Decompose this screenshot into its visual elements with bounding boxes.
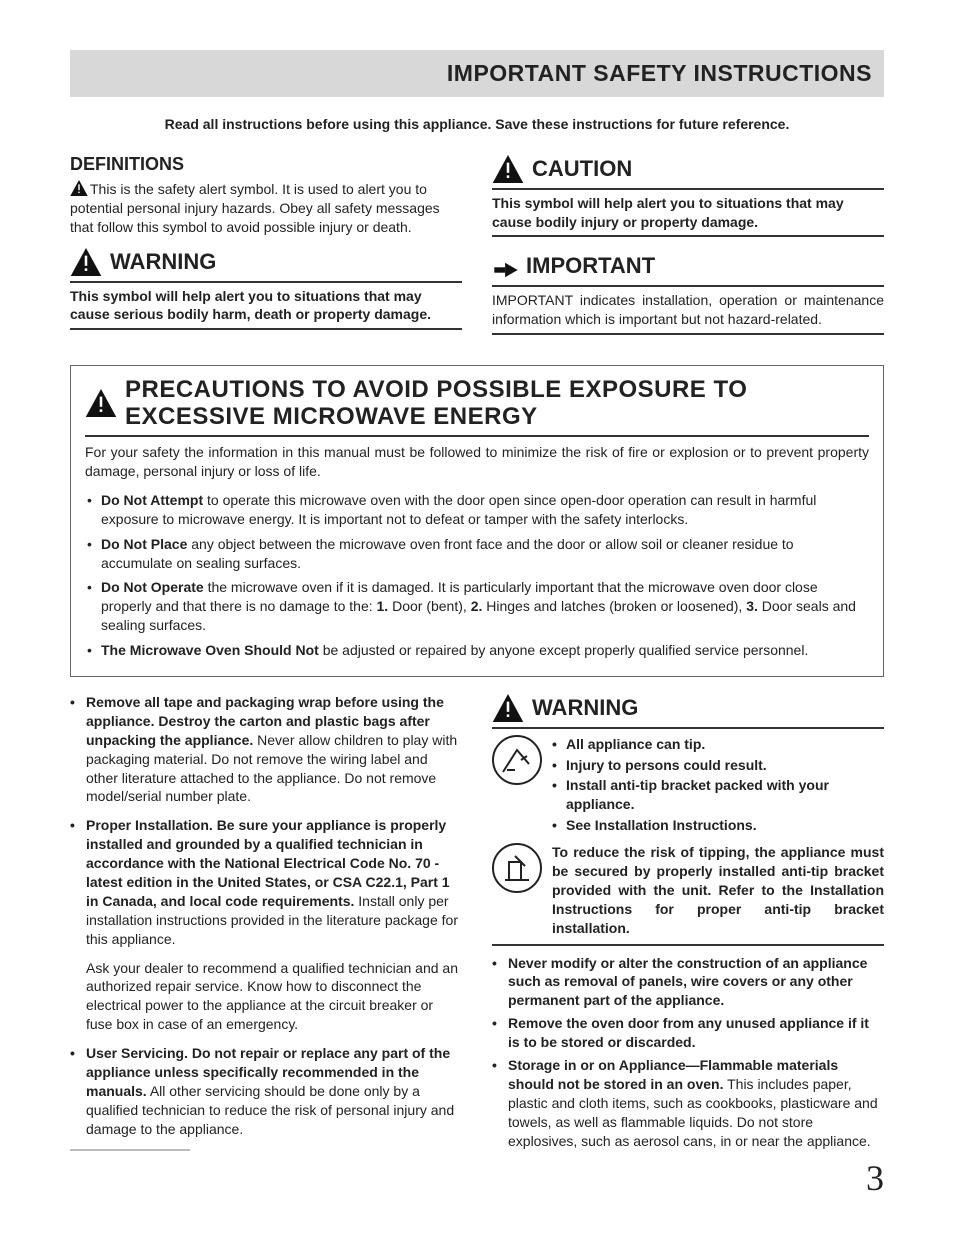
list-item: Never modify or alter the construction o… [492,954,884,1011]
warning-def-text: This symbol will help alert you to situa… [70,287,462,325]
list-item: Do Not Place any object between the micr… [85,535,869,573]
divider [492,285,884,287]
precautions-intro: For your safety the information in this … [85,443,869,481]
divider [492,235,884,237]
list-item: Remove all tape and packaging wrap befor… [70,693,462,806]
dealer-paragraph: Ask your dealer to recommend a qualified… [70,959,462,1035]
list-item: Injury to persons could result. [552,756,884,775]
divider [70,281,462,283]
warning-label: WARNING [110,247,216,277]
list-item: Proper Installation. Be sure your applia… [70,816,462,948]
precautions-title: PRECAUTIONS TO AVOID POSSIBLE EXPOSURE T… [125,376,747,431]
divider [70,1149,190,1151]
list-item: Do Not Attempt to operate this microwave… [85,491,869,529]
anti-tip-text: To reduce the risk of tipping, the appli… [552,843,884,937]
list-item: Storage in or on Appliance—Flammable mat… [492,1056,884,1150]
alert-triangle-icon [492,155,524,183]
left-body-list-2: User Servicing. Do not repair or replace… [70,1044,462,1138]
page-number: 3 [492,1154,884,1203]
warning-callout-header: WARNING [492,693,884,723]
anti-tip-row-2: To reduce the risk of tipping, the appli… [492,843,884,937]
divider [492,188,884,190]
list-item: Install anti-tip bracket packed with you… [552,776,884,814]
caution-callout-header: CAUTION [492,154,884,184]
anti-tip-row-1: All appliance can tip. Injury to persons… [492,735,884,837]
alert-triangle-icon [70,180,88,196]
definitions-text: This is the safety alert symbol. It is u… [70,180,462,237]
header-title: IMPORTANT SAFETY INSTRUCTIONS [447,60,872,86]
precautions-list: Do Not Attempt to operate this microwave… [85,491,869,660]
left-body-list: Remove all tape and packaging wrap befor… [70,693,462,949]
anti-tip-install-icon [492,735,542,785]
important-callout-header: IMPORTANT [492,251,884,281]
lower-columns: Remove all tape and packaging wrap befor… [70,693,884,1203]
caution-def-text: This symbol will help alert you to situa… [492,194,884,232]
list-item: See Installation Instructions. [552,816,884,835]
divider [492,333,884,335]
alert-triangle-icon [70,248,102,276]
right-body-list: Never modify or alter the construction o… [492,954,884,1151]
anti-tip-bullets: All appliance can tip. Injury to persons… [552,735,884,837]
divider [492,727,884,729]
warning-label: WARNING [532,693,638,723]
list-item: Do Not Operate the microwave oven if it … [85,578,869,635]
important-label: IMPORTANT [526,251,655,281]
anti-tip-warning-icon [492,843,542,893]
page-header: IMPORTANT SAFETY INSTRUCTIONS [70,50,884,97]
alert-triangle-icon [85,389,117,417]
list-item: Remove the oven door from any unused app… [492,1014,884,1052]
list-item: The Microwave Oven Should Not be adjuste… [85,641,869,660]
list-item: User Servicing. Do not repair or replace… [70,1044,462,1138]
arrow-right-icon [492,257,520,275]
caution-label: CAUTION [532,154,632,184]
divider [492,944,884,946]
important-def-text: IMPORTANT indicates installation, operat… [492,291,884,329]
list-item: All appliance can tip. [552,735,884,754]
alert-triangle-icon [492,694,524,722]
divider [70,328,462,330]
intro-text: Read all instructions before using this … [70,115,884,134]
definitions-row: DEFINITIONS This is the safety alert sym… [70,146,884,349]
definitions-title: DEFINITIONS [70,152,462,176]
warning-callout-header: WARNING [70,247,462,277]
precautions-box: PRECAUTIONS TO AVOID POSSIBLE EXPOSURE T… [70,365,884,677]
divider [85,435,869,437]
